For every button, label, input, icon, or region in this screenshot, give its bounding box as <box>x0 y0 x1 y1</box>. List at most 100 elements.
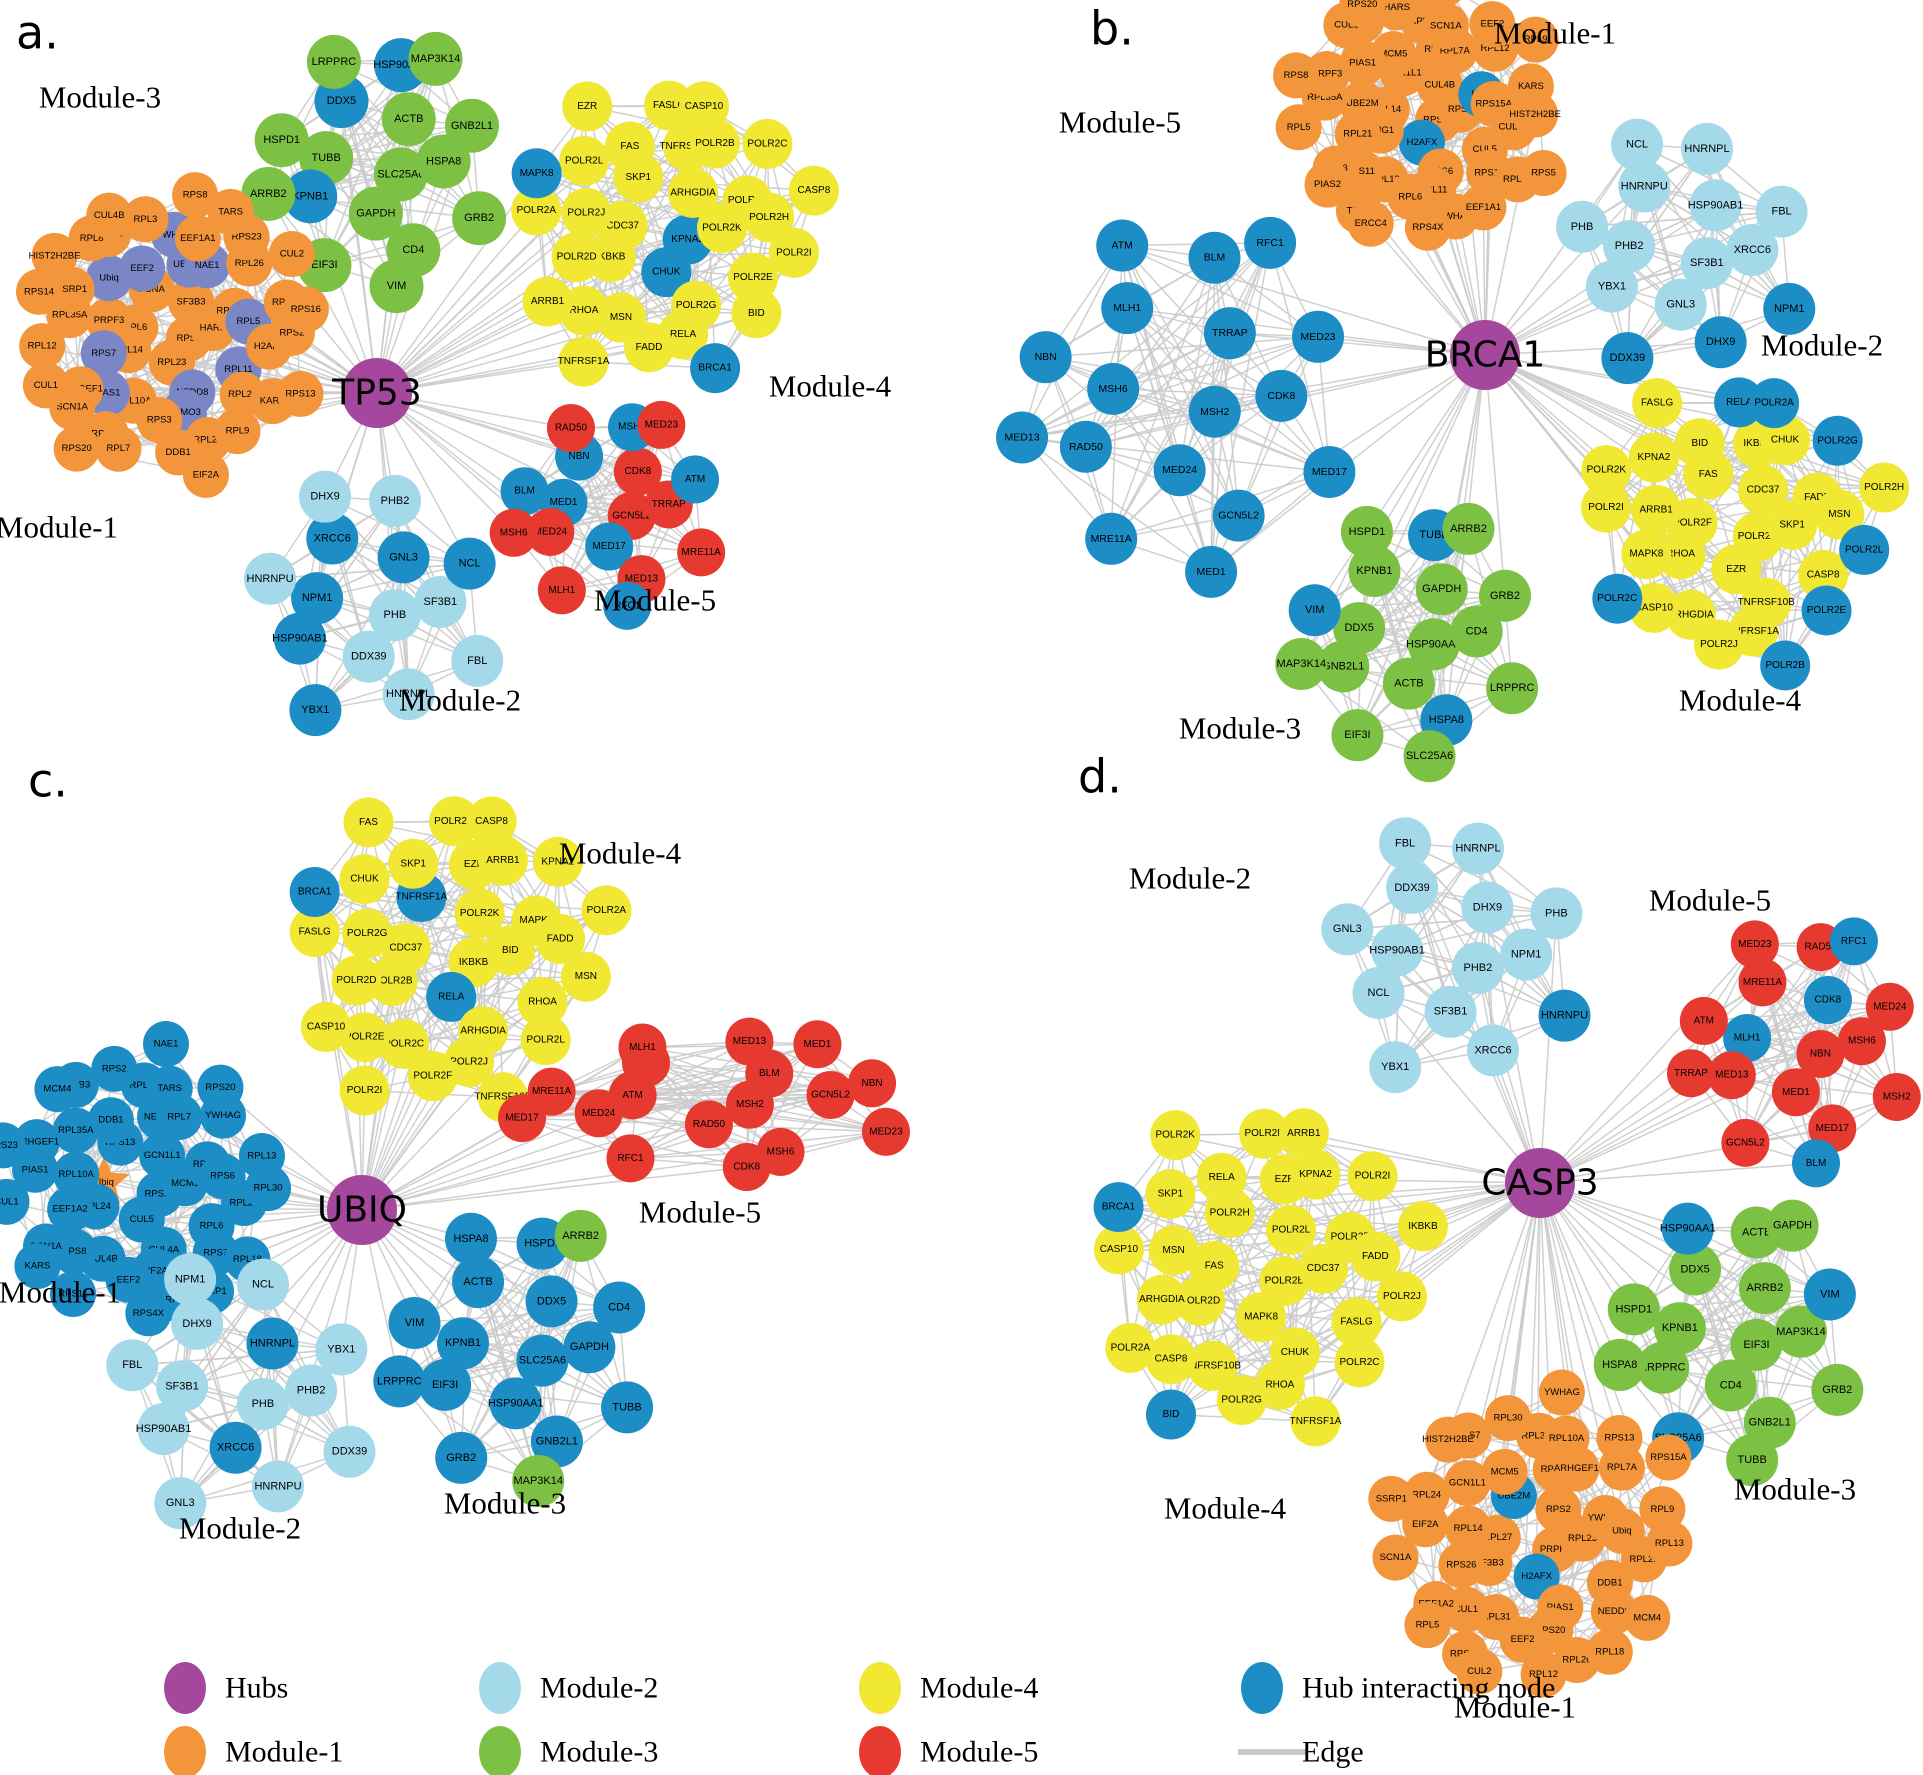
node-label: MED23 <box>869 1126 903 1137</box>
edge <box>1110 257 1216 540</box>
node-GAPDH <box>1415 563 1468 616</box>
node-label: RPS20 <box>205 1082 235 1093</box>
node-RPL7 <box>95 425 142 472</box>
node-label: POLR2D <box>1738 531 1778 542</box>
node-label: KPNB1 <box>292 190 328 202</box>
node-label: MAP3K14 <box>411 53 461 65</box>
edge <box>1121 244 1319 338</box>
edge <box>1021 336 1319 439</box>
node-label: POLR2E <box>345 1032 385 1043</box>
node-POLR2I <box>1581 482 1632 533</box>
node-label: YWHAG <box>1438 211 1474 222</box>
node-label: ATM <box>622 1090 642 1101</box>
node-label: NBN <box>862 1078 883 1089</box>
node-label: RPS8 <box>183 190 208 201</box>
edge <box>1126 307 1282 397</box>
node-label: HIST2H2BE <box>1422 1434 1474 1445</box>
node-label: KPNA2 <box>671 234 704 245</box>
node-POLR2L <box>559 135 610 186</box>
node-label: EIF3I <box>1344 729 1370 741</box>
hub-edge <box>267 193 378 394</box>
node-RPS13 <box>277 370 324 417</box>
node-label: GNL3 <box>166 1497 195 1509</box>
node-label: XRCC6 <box>314 533 351 545</box>
node-label: RHOA <box>569 305 598 316</box>
node-VIM <box>1288 584 1341 637</box>
node-label: RPS15A <box>1475 98 1512 109</box>
node-label: SUMO3 <box>167 407 201 418</box>
node-EEF1A1 <box>174 215 221 262</box>
node-label: RPS13 <box>1604 1432 1634 1443</box>
node-SF3B1 <box>1680 237 1733 290</box>
node-label: ATM <box>1112 240 1133 252</box>
node-CHUK <box>641 247 692 298</box>
legend-swatch-Module-2 <box>479 1662 521 1714</box>
node-POLR2G <box>1812 415 1863 466</box>
node-label: SKP1 <box>1158 1189 1184 1200</box>
node-label: POLR2L <box>565 155 604 166</box>
node-label: ATM <box>685 474 705 485</box>
node-label: RPS16 <box>291 304 321 315</box>
node-label: POLR2C <box>1597 593 1637 604</box>
node-label: SF3B3 <box>177 296 206 307</box>
node-label: MAP3K14 <box>1776 1326 1826 1338</box>
node-label: MED1 <box>1197 566 1226 578</box>
node-label: RAD50 <box>555 423 588 434</box>
node-label: POLR2I <box>1355 1171 1391 1182</box>
node-label: RPL26 <box>1562 1655 1591 1666</box>
node-label: FASLG <box>1641 398 1673 409</box>
node-BLM <box>1188 231 1241 284</box>
node-label: RPL35A <box>1307 92 1343 103</box>
node-label: H2AFX <box>1521 1571 1552 1582</box>
node-label: RPS20 <box>1347 0 1377 10</box>
node-MAPK8 <box>1621 529 1672 580</box>
panel-letter-d: d. <box>1078 749 1122 803</box>
nodes-a: SLC25A6 TUBB ACTB GAPDH DDX5 HSPA8 KPNB1 HSP90A… <box>0 31 892 737</box>
node-label: MED13 <box>733 1036 767 1047</box>
node-label: POLR2K <box>702 222 742 233</box>
node-label: POLR2E <box>1244 1128 1284 1139</box>
node-label: DDX39 <box>1610 352 1645 364</box>
hub-edge <box>1484 144 1638 356</box>
node-label: HSPA8 <box>426 155 461 167</box>
hub-label: UBIQ <box>317 1190 407 1231</box>
node-label: CD4 <box>402 244 424 256</box>
node-label: LRPPRC <box>377 1375 422 1387</box>
module-label-b-Module-5: Module-5 <box>1059 105 1181 140</box>
edge <box>1121 245 1216 413</box>
node-ARHGDIA <box>668 167 719 218</box>
node-PIAS2 <box>1304 161 1351 208</box>
node-POLR2E <box>1801 585 1852 636</box>
node-HNRNPU <box>1618 160 1671 213</box>
node-POLR2J <box>561 187 612 238</box>
node-label: POLR2E <box>1807 605 1847 616</box>
node-label: NCL <box>1626 139 1648 151</box>
node-label: GNB2L1 <box>451 120 493 132</box>
node-CDK8 <box>613 447 662 496</box>
node-label: RELA <box>1209 1172 1235 1183</box>
node-label: DDX39 <box>332 1446 367 1458</box>
node-label: FASLG <box>1340 1317 1372 1328</box>
node-label: PIAS2 <box>1314 179 1341 190</box>
node-label: CD4 <box>1466 625 1488 637</box>
node-label: PHB2 <box>1464 962 1493 974</box>
node-label: PIAS1 <box>93 388 120 399</box>
node-label: HSPA8 <box>453 1233 488 1245</box>
node-label: SCN1A <box>56 402 88 413</box>
node-label: CDK8 <box>1815 995 1842 1006</box>
node-label: YBX1 <box>1598 281 1626 293</box>
node-MLH1 <box>1101 282 1154 335</box>
node-FADD <box>624 322 675 373</box>
node-label: TUBB <box>1419 529 1448 541</box>
node-label: EEF2 <box>130 263 154 274</box>
node-label: RAD50 <box>693 1119 726 1130</box>
node-label: RPS4X <box>1412 222 1444 233</box>
node-label: CASP10 <box>307 1021 346 1032</box>
node-label: FAS <box>1699 469 1718 480</box>
node-label: CASP8 <box>475 816 508 827</box>
node-label: MSN <box>610 312 632 323</box>
hub-edge <box>1484 114 1536 356</box>
node-POLR2B <box>1760 640 1811 691</box>
node-label: RPS2 <box>1546 1504 1571 1515</box>
node-label: KPNB1 <box>1356 565 1392 577</box>
